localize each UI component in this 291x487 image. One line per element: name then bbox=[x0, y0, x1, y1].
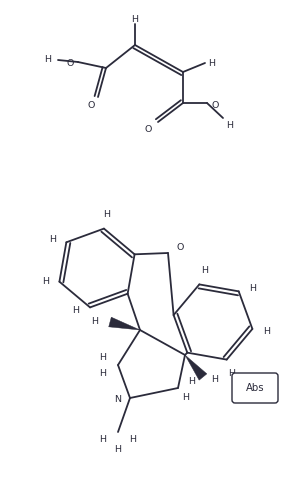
Text: N: N bbox=[114, 395, 122, 405]
Text: H: H bbox=[45, 56, 52, 64]
Text: H: H bbox=[100, 369, 107, 377]
Text: H: H bbox=[189, 377, 196, 387]
Text: H: H bbox=[249, 284, 256, 293]
Text: Abs: Abs bbox=[246, 383, 264, 393]
Polygon shape bbox=[185, 355, 207, 380]
FancyBboxPatch shape bbox=[232, 373, 278, 403]
Text: H: H bbox=[114, 446, 122, 454]
Text: O: O bbox=[176, 244, 184, 252]
Text: O: O bbox=[66, 59, 74, 69]
Text: O: O bbox=[211, 100, 219, 110]
Polygon shape bbox=[109, 317, 140, 330]
Text: H: H bbox=[100, 435, 107, 445]
Text: H: H bbox=[228, 369, 235, 378]
Text: H: H bbox=[72, 306, 79, 315]
Text: O: O bbox=[87, 100, 95, 110]
Text: H: H bbox=[226, 121, 233, 131]
Text: H: H bbox=[132, 15, 139, 23]
Text: H: H bbox=[263, 327, 270, 337]
Text: H: H bbox=[212, 375, 219, 385]
Text: O: O bbox=[144, 125, 152, 133]
Text: H: H bbox=[49, 235, 56, 244]
Text: H: H bbox=[42, 277, 49, 286]
Text: H: H bbox=[91, 318, 98, 326]
Text: H: H bbox=[201, 266, 208, 275]
Text: H: H bbox=[182, 393, 189, 402]
Text: H: H bbox=[129, 435, 136, 445]
Text: H: H bbox=[100, 353, 107, 361]
Text: H: H bbox=[208, 58, 216, 68]
Text: H: H bbox=[103, 210, 111, 219]
